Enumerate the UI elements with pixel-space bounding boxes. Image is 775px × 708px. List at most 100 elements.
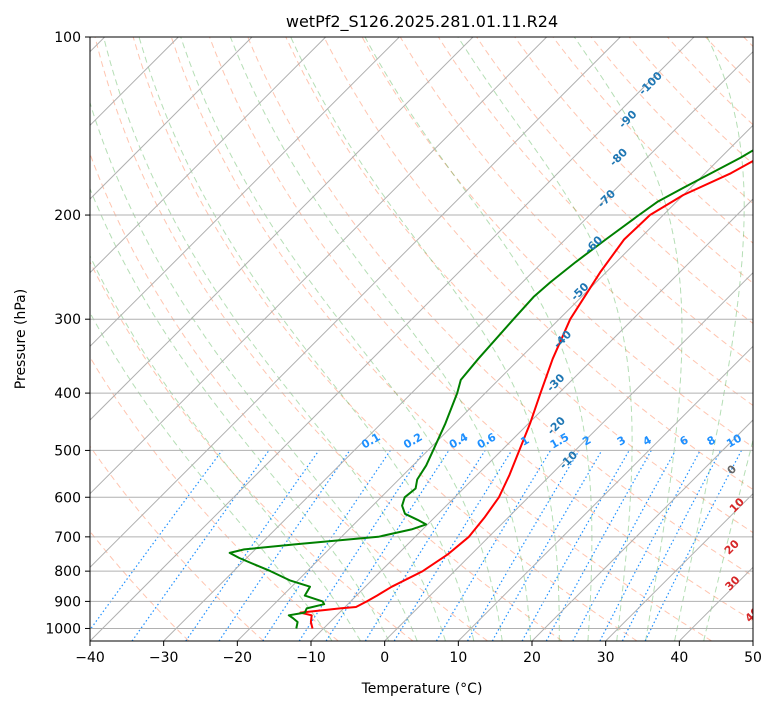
- mixing-ratio-line: [393, 450, 513, 641]
- y-tick-label: 100: [54, 30, 81, 46]
- y-tick-label: 900: [54, 594, 81, 610]
- x-tick-label: 10: [449, 650, 467, 666]
- chart-title: wetPf2_S126.2025.281.01.11.R24: [286, 12, 558, 32]
- moist-adiabat-line: [364, 37, 593, 641]
- isotherm-gridline: [90, 37, 400, 348]
- y-tick-label: 500: [54, 443, 81, 459]
- isotherm-gridline: [457, 345, 753, 641]
- y-tick-label: 300: [54, 312, 81, 328]
- y-tick-label: 700: [54, 530, 81, 546]
- mixing-ratio-line: [185, 450, 320, 641]
- moist-adiabat-line: [138, 37, 475, 641]
- mixing-ratio-label: 3: [615, 433, 628, 448]
- label-layer: -100-90-80-70-60-50-40-30-20-10 010203040…: [359, 69, 772, 625]
- moist-adiabat-line: [90, 101, 418, 641]
- dry-adiabat-line: [514, 37, 753, 284]
- mixing-ratio-label: 0.6: [475, 430, 499, 451]
- x-tick-label: 0: [380, 650, 389, 666]
- mixing-ratio-label: 4: [641, 433, 654, 448]
- y-tick-label: 600: [54, 490, 81, 506]
- dry-adiabat-line: [132, 37, 638, 641]
- dry-adiabat-line: [590, 37, 753, 205]
- dry-adiabat-label: -50: [568, 280, 591, 303]
- moist-adiabat-label: 20: [722, 537, 742, 557]
- mixing-ratio-line: [599, 450, 701, 641]
- x-tick-label: 20: [523, 650, 541, 666]
- mixing-ratio-line: [262, 450, 391, 641]
- isotherm-gridline: [384, 271, 753, 641]
- x-tick-label: −30: [149, 650, 179, 666]
- mixing-ratio-line: [325, 450, 450, 641]
- moist-adiabat-line: [90, 187, 390, 641]
- moist-adiabat-label: 40: [743, 605, 763, 625]
- dry-adiabat-line: [94, 37, 563, 641]
- isotherm-gridline: [90, 37, 253, 200]
- dewpoint-profile-line: [228, 149, 753, 629]
- moist-adiabat-line: [180, 37, 503, 641]
- mixing-ratio-line: [572, 450, 677, 641]
- moist-adiabat-line: [103, 37, 446, 641]
- mixing-ratio-line: [466, 450, 580, 641]
- x-tick-label: −20: [223, 650, 253, 666]
- isotherm-gridline: [752, 640, 753, 641]
- dry-adiabat-line: [705, 37, 753, 87]
- mixing-ratio-label: 0.4: [447, 430, 471, 451]
- isotherm-gridline: [90, 37, 548, 495]
- dry-adiabat-line: [170, 37, 712, 641]
- moist-adiabat-line: [573, 37, 683, 641]
- x-tick-label: 40: [670, 650, 688, 666]
- dry-adiabat-label: -70: [595, 187, 618, 210]
- mixing-ratio-label: 2: [580, 433, 593, 448]
- mixing-ratio-label: 8: [705, 433, 718, 448]
- isotherm-gridline: [310, 198, 753, 641]
- y-axis-label: Pressure (hPa): [13, 289, 29, 389]
- mixing-ratio-line: [644, 450, 743, 641]
- dry-adiabat-label: -10: [557, 448, 580, 471]
- x-tick-label: −10: [296, 650, 326, 666]
- y-tick-label: 200: [54, 208, 81, 224]
- isotherm-gridline: [605, 492, 753, 641]
- mixing-ratio-label: 0.2: [401, 430, 424, 451]
- mixing-ratio-label: 6: [677, 433, 690, 448]
- moist-adiabat-line: [90, 311, 333, 641]
- dry-adiabat-line: [476, 37, 753, 325]
- x-axis-label: Temperature (°C): [361, 681, 483, 697]
- dry-adiabat-line: [323, 37, 753, 491]
- mixing-ratio-line: [521, 450, 630, 641]
- grid-layer: [90, 37, 753, 641]
- y-tick-label: 800: [54, 564, 81, 580]
- dry-adiabat-line: [247, 37, 753, 577]
- x-tick-label: 50: [744, 650, 762, 666]
- mixing-ratio-line: [298, 450, 425, 641]
- dry-adiabat-line: [285, 37, 753, 534]
- moist-adiabat-line: [90, 254, 361, 641]
- temperature-profile-line: [299, 159, 753, 629]
- isotherm-gridline: [90, 37, 695, 641]
- y-tick-label: 1000: [45, 621, 81, 637]
- moist-adiabat-line: [457, 37, 633, 641]
- moist-adiabat-line: [703, 437, 753, 641]
- isotherm-gridline: [90, 37, 327, 274]
- x-tick-label: 30: [597, 650, 615, 666]
- plot-frame: [89, 36, 754, 642]
- dry-adiabat-line: [743, 37, 753, 48]
- isotherm-gridline: [531, 419, 753, 641]
- dry-adiabat-line: [90, 356, 339, 641]
- mixing-ratio-line: [545, 450, 652, 641]
- dry-adiabat-line: [667, 37, 753, 126]
- series-layer: [228, 149, 753, 629]
- moist-adiabat-line: [229, 37, 532, 641]
- moist-adiabat-label: 10: [727, 495, 747, 515]
- isotherm-gridline: [90, 37, 621, 569]
- mixing-ratio-line: [364, 450, 486, 641]
- mixing-ratio-label: 13: [752, 432, 772, 451]
- dry-adiabat-line: [90, 445, 264, 641]
- dry-adiabat-label: -80: [607, 145, 630, 168]
- dry-adiabat-line: [209, 37, 753, 622]
- dry-adiabat-line: [552, 37, 753, 244]
- mixing-ratio-label: 0.1: [359, 430, 382, 451]
- tick-layer: −40 −30 −20 −10 0 10 20 30 40 5010009008007006005…: [45, 30, 762, 666]
- mixing-ratio-line: [435, 450, 552, 641]
